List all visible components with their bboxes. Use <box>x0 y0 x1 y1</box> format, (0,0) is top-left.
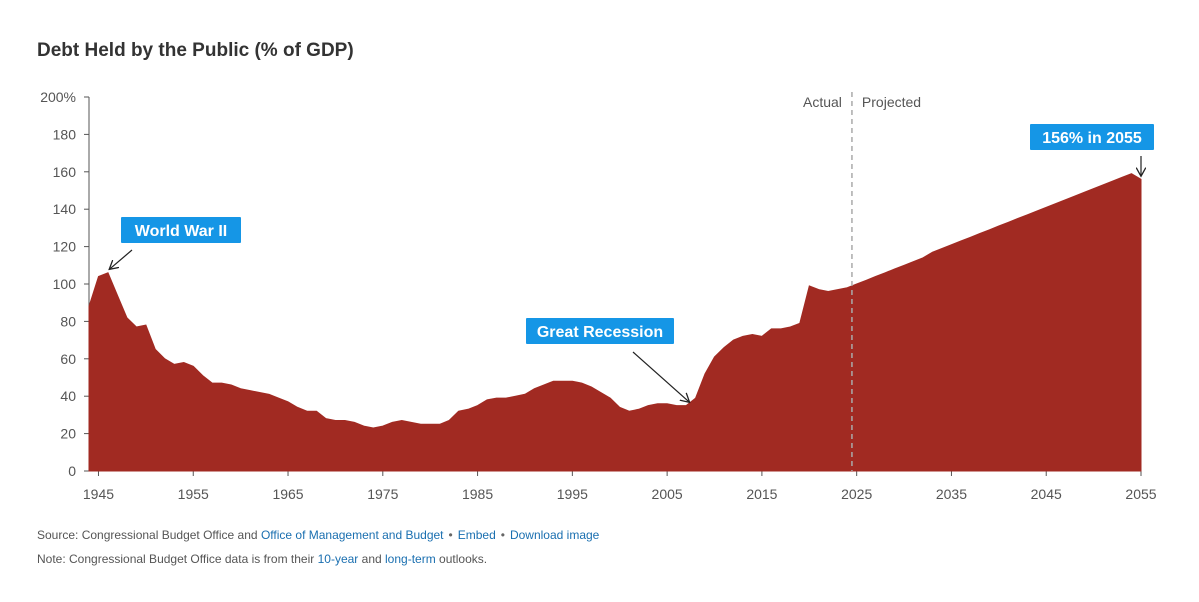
annotation-label: 156% in 2055 <box>1042 130 1142 147</box>
actual-label: Actual <box>803 94 842 110</box>
x-tick-label: 2005 <box>652 486 683 502</box>
actual-projected-divider: Actual Projected <box>803 92 921 471</box>
note-and: and <box>361 552 382 566</box>
y-tick-label: 40 <box>60 388 76 404</box>
y-tick-label: 0 <box>68 463 76 479</box>
annotation-box <box>1030 124 1154 150</box>
long-term-link[interactable]: long-term <box>385 552 436 566</box>
x-tick-label: 1955 <box>178 486 209 502</box>
separator-dot: • <box>500 528 505 542</box>
embed-link[interactable]: Embed <box>457 528 496 542</box>
chart-title: Debt Held by the Public (% of GDP) <box>37 40 354 61</box>
y-tick-label: 80 <box>60 313 76 329</box>
projected-label: Projected <box>862 94 921 110</box>
annotations: World War II Great Recession 156% in 2055 <box>110 124 1154 402</box>
download-image-link[interactable]: Download image <box>509 528 600 542</box>
note-suffix: outlooks. <box>439 552 488 566</box>
y-tick-label: 160 <box>53 164 77 180</box>
x-tick-label: 2035 <box>936 486 967 502</box>
y-tick-label: 140 <box>53 201 77 217</box>
x-tick-label: 2055 <box>1125 486 1156 502</box>
y-tick-label: 100 <box>53 276 77 292</box>
annotation-arrow <box>110 249 133 269</box>
source-prefix: Source: Congressional Budget Office and <box>37 528 258 542</box>
x-tick-label: 2015 <box>746 486 777 502</box>
annotation-box <box>526 318 674 344</box>
x-tick-label: 1945 <box>83 486 114 502</box>
annotation-label: Great Recession <box>537 324 663 341</box>
y-axis: 0 20 40 60 80 100 120 140 160 180 200% <box>40 89 90 479</box>
series-area <box>88 173 1142 472</box>
data-note: Note: Congressional Budget Office data i… <box>37 552 487 566</box>
source-note: Source: Congressional Budget Office and … <box>37 528 599 542</box>
debt-area <box>88 173 1142 472</box>
y-tick-label: 120 <box>53 239 77 255</box>
x-tick-label: 2025 <box>841 486 872 502</box>
y-tick-label: 20 <box>60 426 76 442</box>
ten-year-link[interactable]: 10-year <box>317 552 359 566</box>
annotation-box <box>121 217 241 243</box>
x-tick-label: 1975 <box>367 486 398 502</box>
x-axis: 1945 1955 1965 1975 1985 1995 2005 2015 2025 2035… <box>83 470 1157 502</box>
y-tick-label: 200% <box>40 89 76 105</box>
separator-dot: • <box>448 528 453 542</box>
y-tick-label: 60 <box>60 351 76 367</box>
x-tick-label: 2045 <box>1031 486 1062 502</box>
y-tick-label: 180 <box>53 126 77 142</box>
omb-link[interactable]: Office of Management and Budget <box>260 528 444 542</box>
annotation-label: World War II <box>135 223 227 240</box>
x-tick-label: 1965 <box>272 486 303 502</box>
annotation-arrow <box>632 351 689 402</box>
note-prefix: Note: Congressional Budget Office data i… <box>37 552 315 566</box>
x-tick-label: 1995 <box>557 486 588 502</box>
x-tick-label: 1985 <box>462 486 493 502</box>
